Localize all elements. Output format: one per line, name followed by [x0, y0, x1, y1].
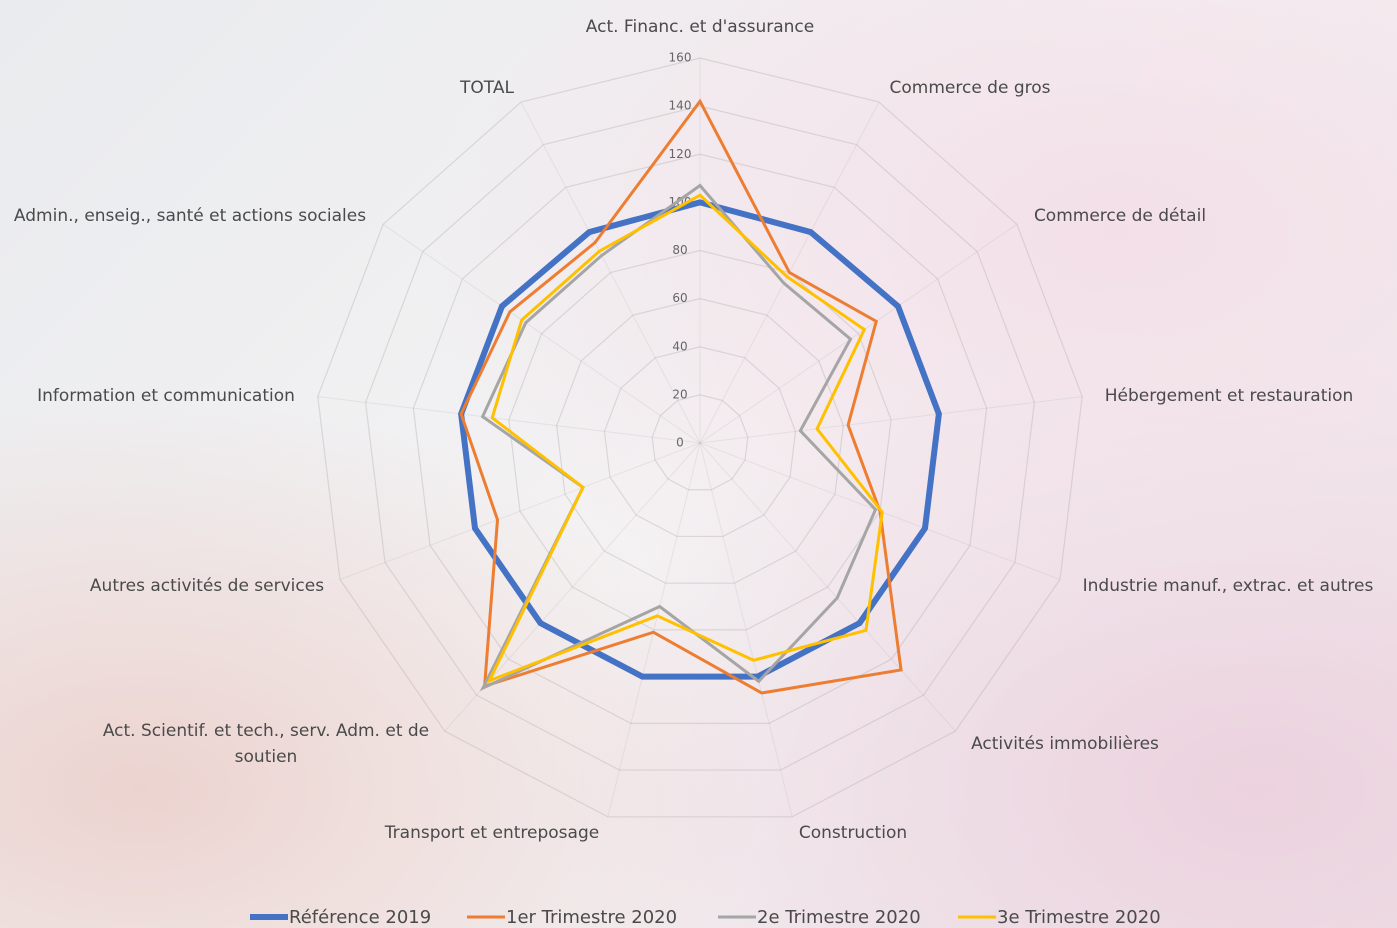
category-label: Construction	[728, 820, 978, 846]
r-tick-label: 0	[676, 436, 684, 450]
r-tick-label: 160	[669, 51, 692, 65]
r-tick-label: 140	[669, 99, 692, 113]
r-tick-label: 80	[672, 243, 687, 257]
r-tick-label: 120	[669, 147, 692, 161]
legend-label: 3e Trimestre 2020	[997, 907, 1161, 928]
r-tick-label: 40	[672, 339, 687, 353]
legend-label: 2e Trimestre 2020	[757, 907, 921, 928]
category-label: Commerce de détail	[970, 203, 1270, 229]
category-label: Activités immobilières	[915, 731, 1215, 757]
category-label: Industrie manuf., extrac. et autres	[1058, 573, 1397, 599]
category-label: Hébergement et restauration	[1069, 383, 1389, 409]
legend-label: 1er Trimestre 2020	[506, 907, 677, 928]
spoke	[340, 443, 700, 580]
legend-label: Référence 2019	[289, 907, 431, 928]
chart: 020406080100120140160Référence 20191er T…	[0, 0, 1397, 928]
category-label: Admin., enseig., santé et actions social…	[0, 203, 380, 229]
chart-svg: 020406080100120140160Référence 20191er T…	[0, 0, 1397, 928]
category-label: Information et communication	[6, 383, 326, 409]
r-tick-label: 60	[672, 291, 687, 305]
category-label: Transport et entreposage	[342, 820, 642, 846]
category-label: Act. Financ. et d'assurance	[500, 14, 900, 40]
spoke	[700, 443, 955, 731]
category-label: Act. Scientif. et tech., serv. Adm. et d…	[76, 718, 456, 770]
category-label: Commerce de gros	[820, 75, 1120, 101]
category-label: TOTAL	[387, 75, 587, 101]
category-label: Autres activités de services	[57, 573, 357, 599]
